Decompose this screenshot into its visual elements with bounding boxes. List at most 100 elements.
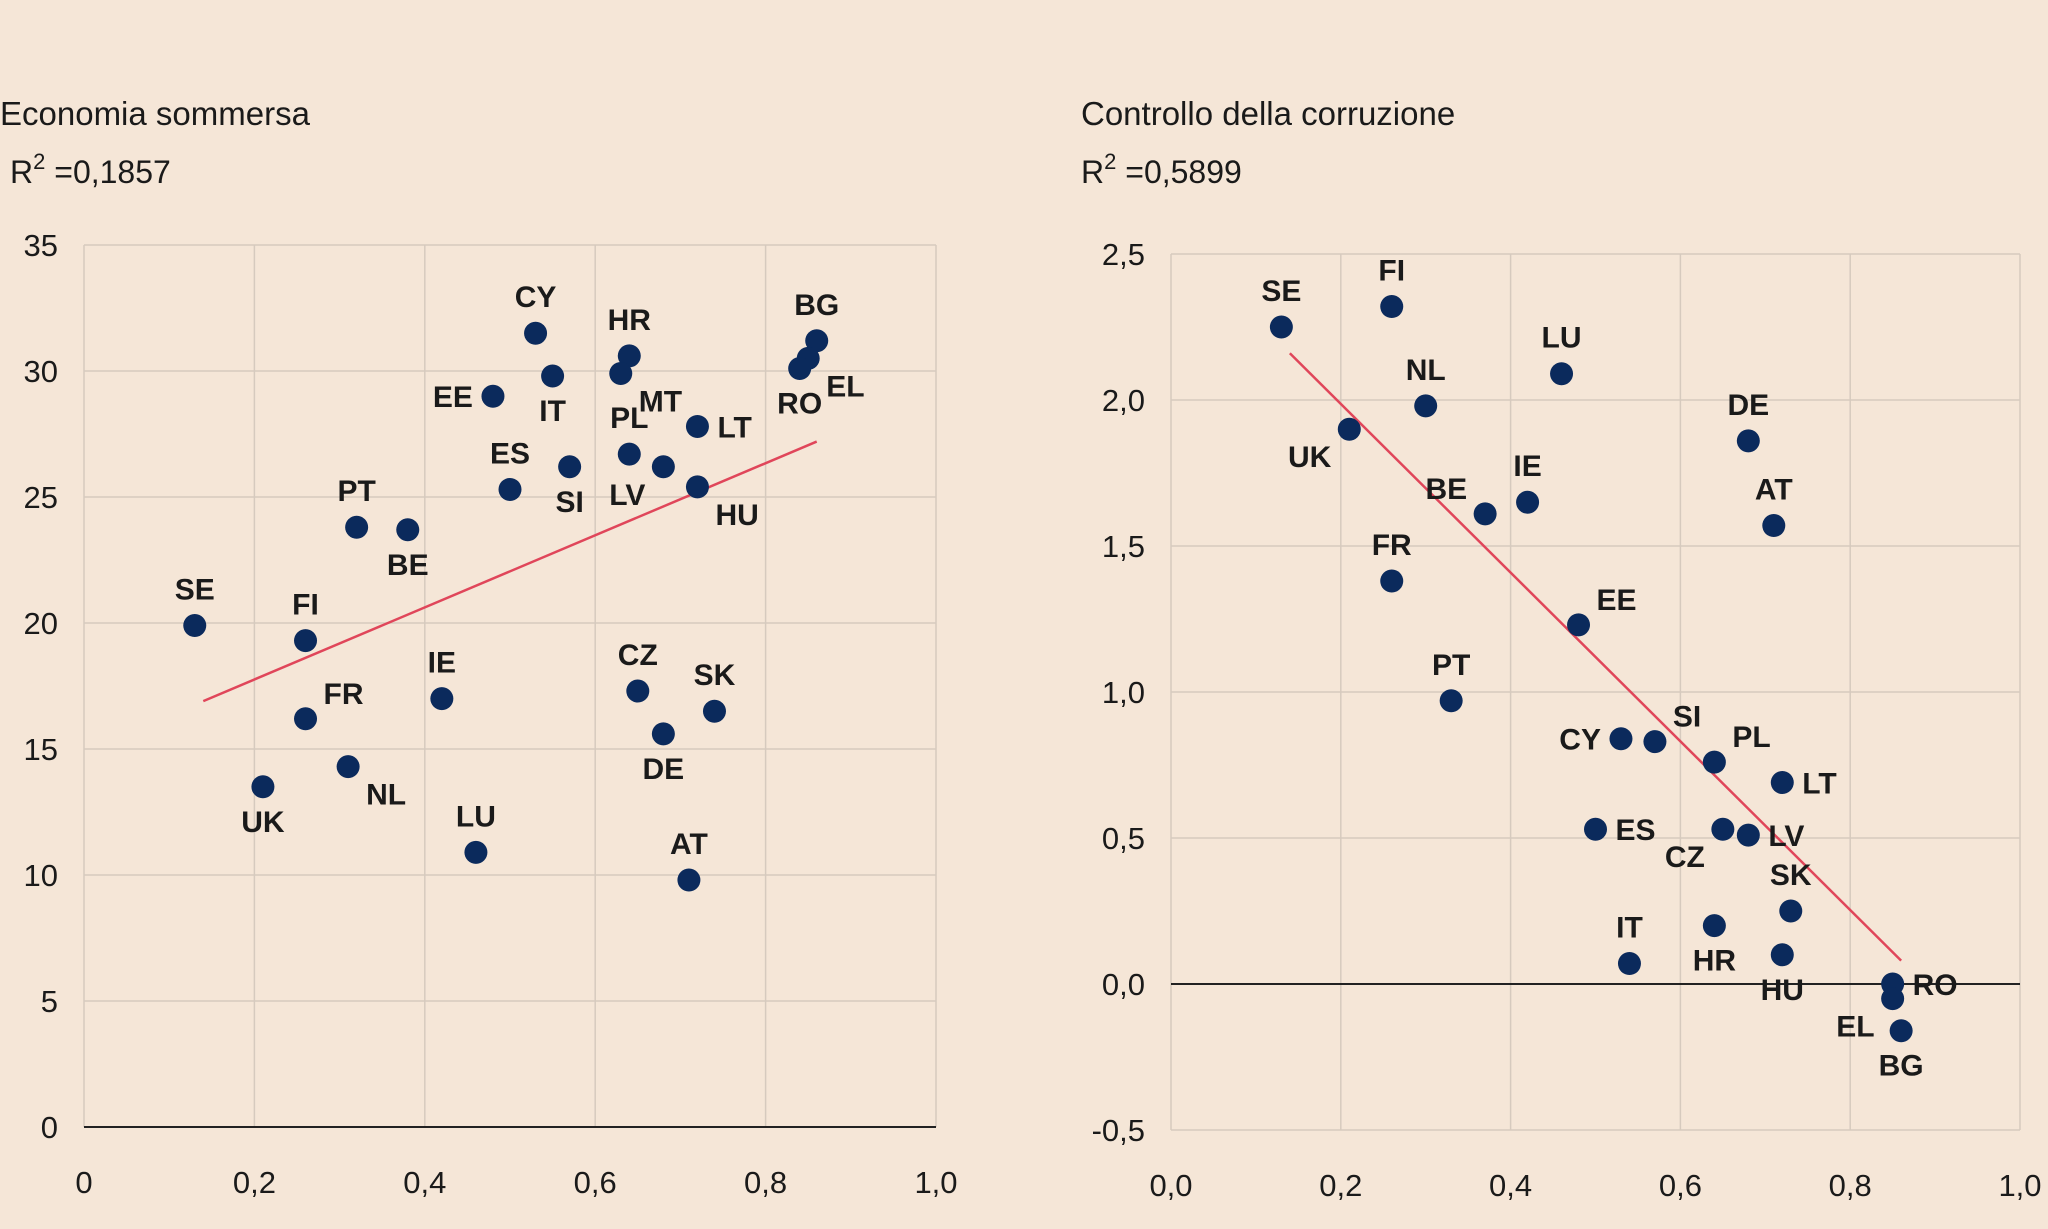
data-point-hu	[1770, 943, 1794, 967]
data-point-pl	[617, 442, 641, 466]
data-point-el	[1881, 987, 1905, 1011]
data-point-bg	[805, 329, 829, 353]
point-label-el: EL	[1836, 1011, 1874, 1044]
point-label-bg: BG	[794, 289, 839, 322]
data-point-hr	[617, 344, 641, 368]
data-point-pt	[1439, 689, 1463, 713]
data-point-de	[1736, 429, 1760, 453]
point-label-pl: PL	[1732, 721, 1770, 754]
point-label-si: SI	[555, 486, 583, 519]
point-label-pl: PL	[610, 402, 648, 435]
point-label-nl: NL	[1406, 354, 1446, 387]
point-label-hr: HR	[1693, 945, 1737, 978]
data-point-se	[183, 614, 207, 638]
y-tick-label: 25	[24, 480, 58, 515]
point-label-de: DE	[643, 753, 685, 786]
point-label-nl: NL	[366, 779, 406, 812]
trend-line	[1288, 352, 1903, 962]
data-point-at	[1762, 514, 1786, 538]
data-point-lt	[685, 414, 709, 438]
data-point-pt	[345, 515, 369, 539]
data-point-ee	[481, 384, 505, 408]
point-label-lu: LU	[1542, 322, 1582, 355]
data-point-at	[677, 868, 701, 892]
point-label-fr: FR	[324, 678, 364, 711]
point-label-sk: SK	[694, 659, 736, 692]
point-label-hu: HU	[1761, 974, 1804, 1007]
data-point-es	[1584, 817, 1607, 841]
data-point-bg	[1889, 1019, 1913, 1043]
data-point-de	[651, 722, 675, 746]
data-point-uk	[251, 775, 275, 799]
point-label-be: BE	[1425, 473, 1467, 506]
panel-economia-sommersa: Economia sommersa R2 =0,1857 0 0,2 0,4 0,6 0…	[0, 95, 958, 1200]
x-tick-label: 0,6	[574, 1165, 617, 1200]
x-tick-label: 0,2	[1319, 1168, 1362, 1203]
x-tick-label: 0,8	[1829, 1168, 1872, 1203]
data-point-be	[396, 518, 420, 542]
point-label-lv: LV	[1768, 820, 1804, 853]
data-point-lu	[1550, 362, 1574, 386]
data-point-se	[1269, 315, 1293, 339]
point-label-es: ES	[490, 437, 530, 470]
point-label-cy: CY	[1559, 724, 1601, 757]
data-point-fi	[1380, 295, 1404, 319]
point-label-pt: PT	[1432, 649, 1470, 682]
point-label-it: IT	[1616, 912, 1643, 945]
x-tick-label: 0,0	[1149, 1168, 1192, 1203]
point-label-el: EL	[826, 370, 864, 403]
y-tick-label: 0	[41, 1110, 58, 1145]
y-tick-label: 2,5	[1102, 237, 1145, 272]
point-label-cy: CY	[515, 281, 557, 314]
data-point-cy	[524, 321, 548, 345]
panel-controllo-corruzione: Controllo della corruzione R2 =0,5899 0,…	[1081, 95, 2042, 1203]
y-tick-label: 1,5	[1102, 529, 1145, 564]
chart-title: Economia sommersa	[0, 95, 311, 132]
data-point-ie	[1516, 490, 1540, 514]
data-point-pl	[1702, 750, 1726, 774]
r-squared: R2 =0,1857	[10, 149, 171, 190]
x-tick-label: 0,8	[744, 1165, 787, 1200]
data-point-ie	[430, 687, 454, 711]
y-tick-label: 15	[24, 732, 58, 767]
point-label-ee: EE	[433, 381, 473, 414]
trend-line	[202, 440, 818, 703]
x-tick-label: 1,0	[1998, 1168, 2041, 1203]
point-label-ro: RO	[777, 387, 822, 420]
y-tick-label: 30	[24, 354, 58, 389]
data-point-lt	[1770, 771, 1794, 795]
data-point-lv	[1736, 823, 1760, 847]
data-point-ee	[1567, 613, 1591, 637]
point-label-at: AT	[670, 828, 708, 861]
point-label-pt: PT	[337, 475, 375, 508]
point-label-si: SI	[1673, 701, 1701, 734]
point-label-se: SE	[1261, 275, 1301, 308]
data-point-fr	[1380, 569, 1404, 593]
data-point-it	[1617, 952, 1641, 976]
point-label-lt: LT	[1802, 768, 1836, 801]
x-tick-label: 0,2	[233, 1165, 276, 1200]
chart-title: Controllo della corruzione	[1081, 95, 1455, 132]
point-label-at: AT	[1755, 474, 1793, 507]
y-tick-label: 0,0	[1102, 967, 1145, 1002]
y-tick-label: 0,5	[1102, 821, 1145, 856]
x-tick-label: 0	[75, 1165, 92, 1200]
point-label-cz: CZ	[1665, 841, 1705, 874]
data-point-si	[1643, 730, 1667, 754]
y-tick-label: 1,0	[1102, 675, 1145, 710]
point-label-ie: IE	[1513, 450, 1541, 483]
data-point-hu	[685, 475, 709, 499]
point-label-se: SE	[175, 574, 215, 607]
point-label-fi: FI	[1378, 255, 1405, 288]
data-point-fr	[294, 707, 318, 731]
point-label-lu: LU	[456, 800, 496, 833]
data-point-es	[498, 477, 522, 501]
y-tick-label: 20	[24, 606, 58, 641]
y-tick-label: -0,5	[1092, 1113, 1145, 1148]
y-tick-label: 5	[41, 984, 58, 1019]
point-label-be: BE	[387, 549, 429, 582]
x-tick-label: 0,6	[1659, 1168, 1702, 1203]
data-point-cz	[626, 679, 650, 703]
data-point-si	[558, 455, 582, 479]
data-point-it	[541, 364, 565, 388]
